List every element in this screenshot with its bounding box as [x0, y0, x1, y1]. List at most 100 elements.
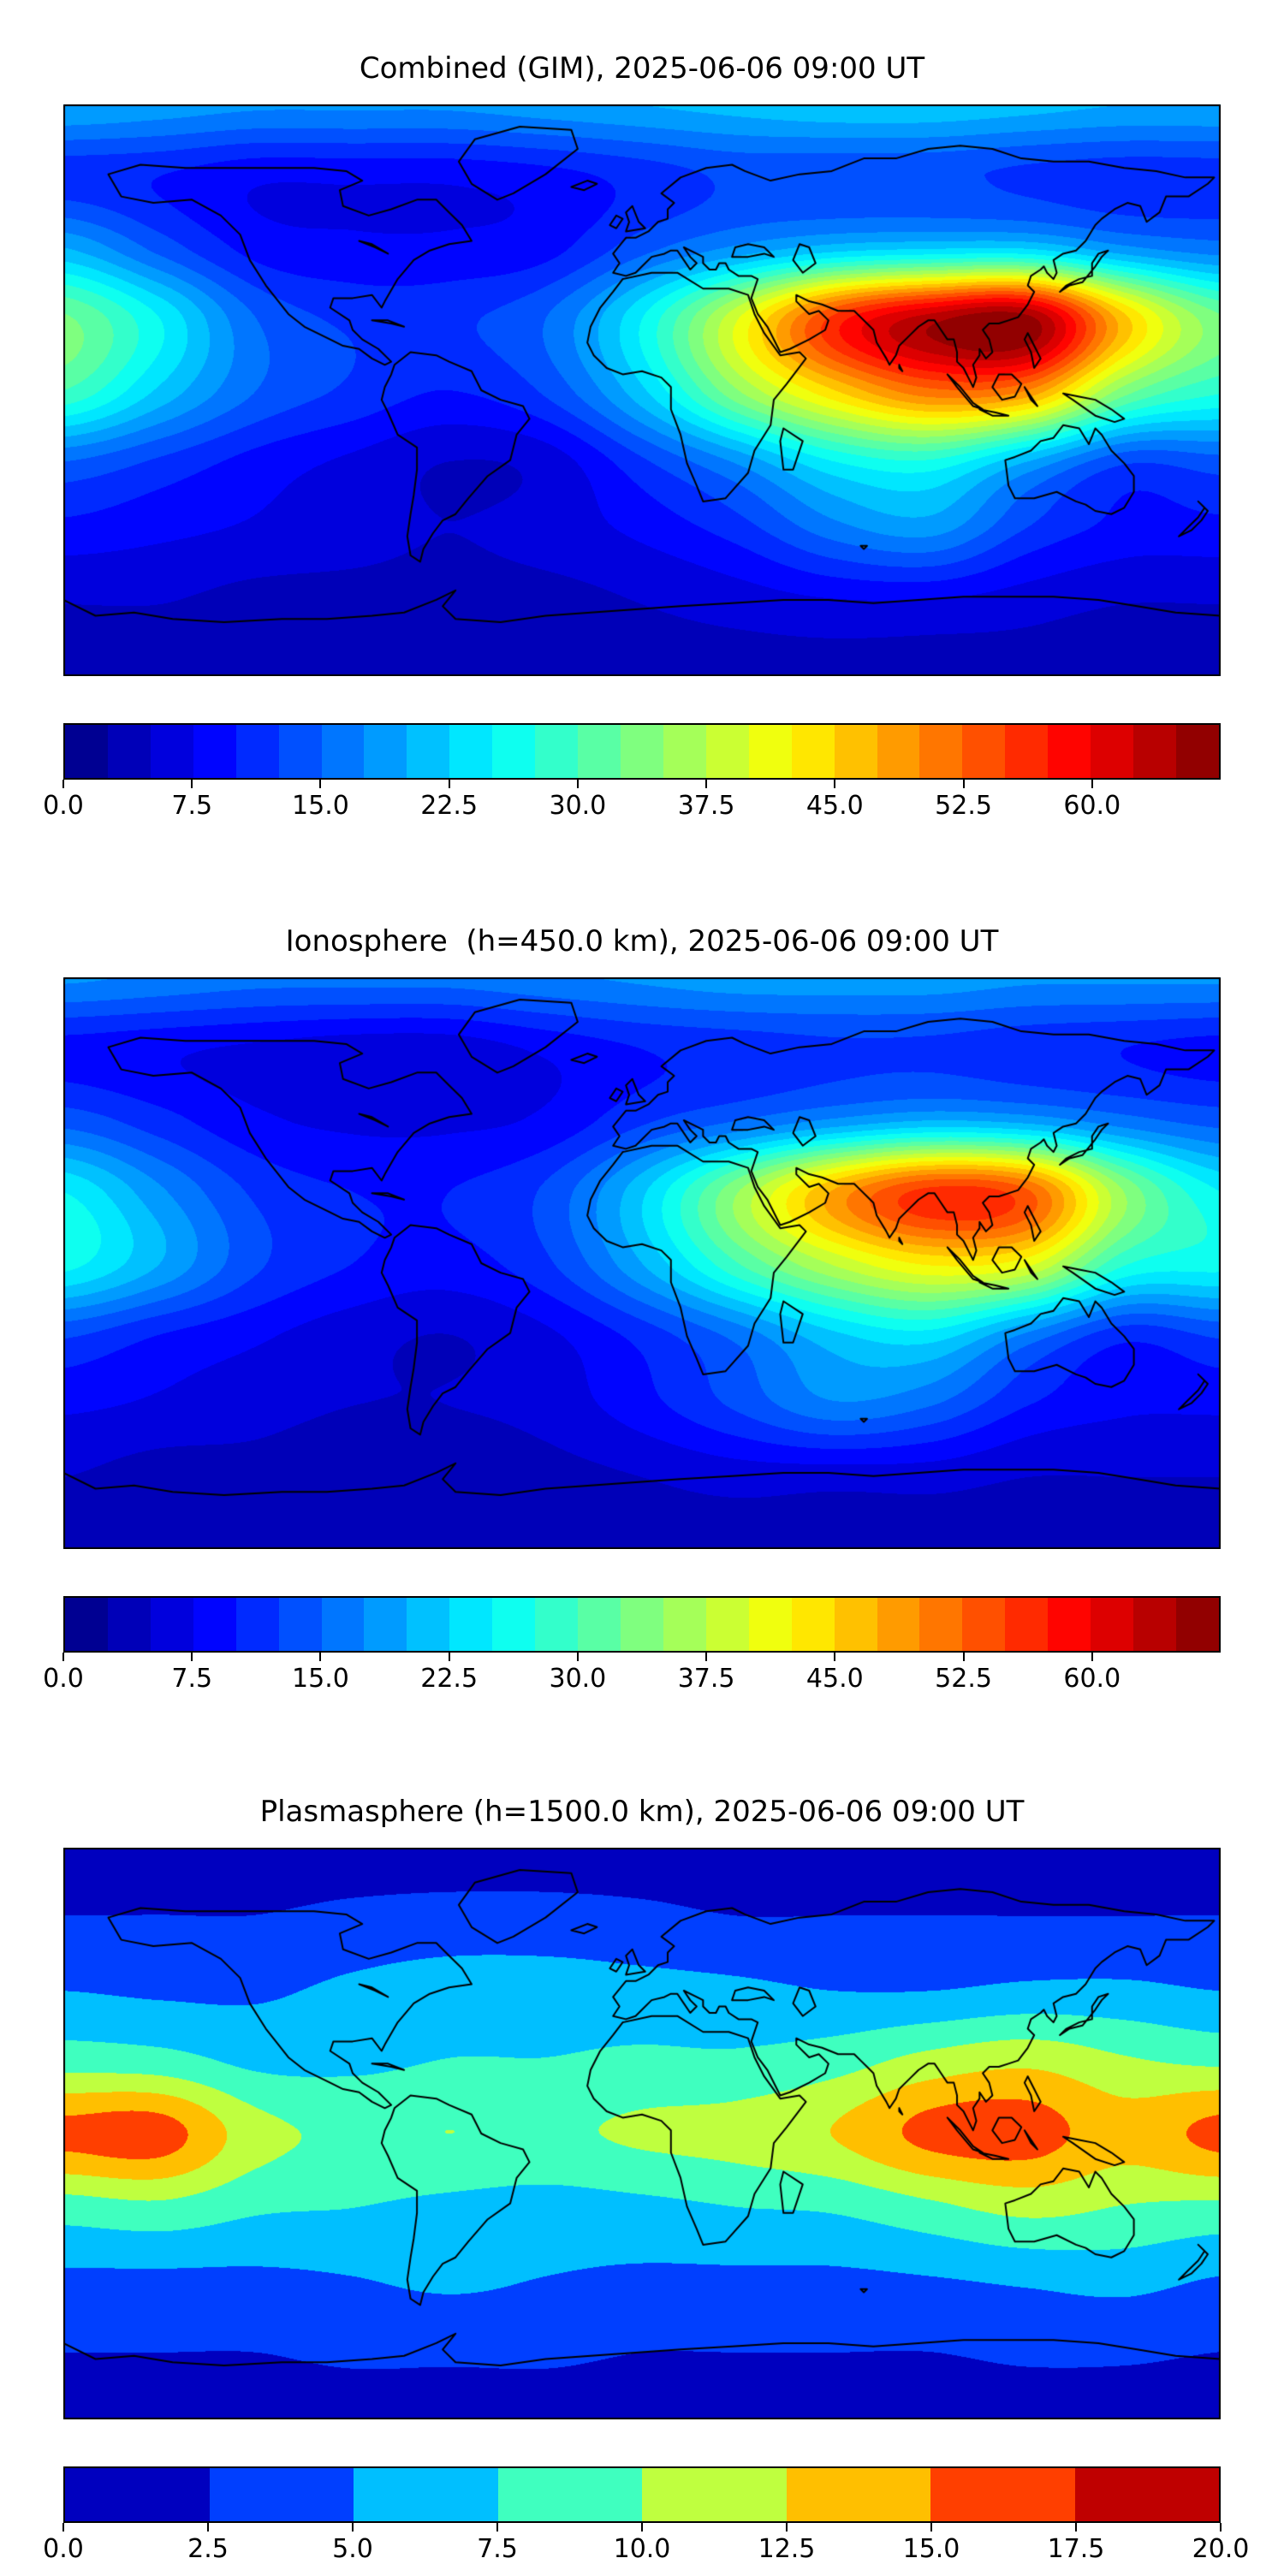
panel-title-plasmasphere: Plasmasphere (h=1500.0 km), 2025-06-06 0…	[259, 1795, 1025, 1829]
colorbar-tick-label: 20.0	[1192, 2534, 1250, 2564]
colorbar-segment	[364, 1598, 407, 1651]
colorbar-segment	[1005, 1598, 1049, 1651]
colorbar-tick	[705, 1653, 708, 1661]
colorbar-segment	[150, 1598, 193, 1651]
colorbar-segment	[1048, 1598, 1091, 1651]
colorbar-segment	[107, 1598, 151, 1651]
colorbar-segment	[962, 1598, 1006, 1651]
panel-title-ionosphere: Ionosphere (h=450.0 km), 2025-06-06 09:0…	[285, 924, 999, 959]
colorbar-segment	[278, 1598, 322, 1651]
colorbar-segment	[1175, 725, 1219, 778]
panel-combined: Combined (GIM), 2025-06-06 09:00 UT 0.0 7…	[43, 0, 1221, 833]
colorbar-tick	[576, 780, 579, 788]
colorbar-segment	[65, 2468, 210, 2521]
panel-title-combined: Combined (GIM), 2025-06-06 09:00 UT	[359, 51, 925, 86]
colorbar-tick-label: 2.5	[187, 2534, 229, 2564]
colorbar-segment	[364, 725, 407, 778]
colorbar-segment	[535, 1598, 579, 1651]
colorbar-tick	[834, 1653, 836, 1661]
colorbar-segment	[193, 1598, 236, 1651]
colorbar-tick	[1075, 2523, 1077, 2531]
colorbar-segment	[535, 725, 579, 778]
colorbar-tick-label: 17.5	[1047, 2534, 1105, 2564]
colorbar-segment	[834, 1598, 877, 1651]
colorbar-tick-label: 45.0	[805, 1664, 864, 1694]
colorbar-segment	[930, 2468, 1075, 2521]
colorbar-tick-label: 7.5	[171, 1664, 213, 1694]
panel-plasmasphere: Plasmasphere (h=1500.0 km), 2025-06-06 0…	[43, 1706, 1249, 2576]
ionosphere-tec-map-canvas	[63, 977, 1221, 1549]
colorbar-segment	[209, 2468, 354, 2521]
colorbar-tick-label: 7.5	[171, 791, 213, 821]
colorbar-tick-label: 12.5	[758, 2534, 816, 2564]
colorbar-segment	[354, 2468, 498, 2521]
colorbar-segment	[834, 725, 877, 778]
colorbar-segment	[235, 1598, 279, 1651]
colorbar-segment	[235, 725, 279, 778]
colorbar-segment	[642, 2468, 787, 2521]
colorbar-tick	[1220, 2523, 1222, 2531]
colorbar-segment	[107, 725, 151, 778]
colorbar-segment	[407, 725, 450, 778]
colorbar-tick-label: 0.0	[43, 791, 84, 821]
colorbar-segment	[578, 1598, 621, 1651]
ionosphere-colorbar	[63, 1596, 1221, 1653]
colorbar-tick-label: 60.0	[1063, 791, 1121, 821]
colorbar-segment	[620, 1598, 663, 1651]
panel-ionosphere: Ionosphere (h=450.0 km), 2025-06-06 09:0…	[43, 833, 1221, 1706]
colorbar-segment	[620, 725, 663, 778]
colorbar-segment	[278, 725, 322, 778]
colorbar-segment	[748, 1598, 792, 1651]
colorbar-segment	[919, 725, 963, 778]
colorbar-segment	[321, 1598, 365, 1651]
colorbar-tick	[834, 780, 836, 788]
colorbar-segment	[1091, 725, 1134, 778]
colorbar-segment	[407, 1598, 450, 1651]
colorbar-tick	[641, 2523, 643, 2531]
colorbar-tick-label: 7.5	[477, 2534, 518, 2564]
colorbar-segment	[65, 1598, 108, 1651]
colorbar-tick-label: 22.5	[420, 1664, 479, 1694]
colorbar-tick-label: 52.5	[935, 791, 992, 821]
colorbar-segment	[1175, 1598, 1219, 1651]
colorbar-segment	[791, 1598, 835, 1651]
plasmasphere-colorbar	[63, 2466, 1221, 2523]
combined-colorbar	[63, 723, 1221, 780]
colorbar-tick	[930, 2523, 932, 2531]
plasmasphere-tec-map-canvas	[63, 1848, 1221, 2419]
colorbar-tick	[705, 780, 708, 788]
colorbar-tick-label: 30.0	[549, 1664, 607, 1694]
colorbar-segment	[1091, 1598, 1134, 1651]
colorbar-segment	[1074, 2468, 1219, 2521]
colorbar-segment	[919, 1598, 963, 1651]
colorbar-tick-label: 5.0	[332, 2534, 373, 2564]
colorbar-segment	[1005, 725, 1049, 778]
colorbar-segment	[705, 1598, 749, 1651]
colorbar-segment	[497, 2468, 642, 2521]
colorbar-segment	[1133, 725, 1176, 778]
colorbar-tick-label: 15.0	[902, 2534, 960, 2564]
colorbar-tick-label: 10.0	[613, 2534, 671, 2564]
colorbar-segment	[578, 725, 621, 778]
colorbar-tick	[62, 1653, 64, 1661]
colorbar-tick	[62, 2523, 64, 2531]
colorbar-segment	[705, 725, 749, 778]
ionosphere-colorbar-ticks: 0.0 7.5 15.0 22.5 30.0 37.5 45.0 52.5 60.0	[43, 1653, 1221, 1706]
colorbar-tick	[1091, 1653, 1093, 1661]
colorbar-segment	[449, 725, 493, 778]
colorbar-tick-label: 37.5	[677, 1664, 735, 1694]
colorbar-segment	[791, 725, 835, 778]
colorbar-tick	[448, 1653, 450, 1661]
colorbar-tick-label: 15.0	[292, 791, 349, 821]
colorbar-tick-label: 45.0	[805, 791, 864, 821]
colorbar-tick-label: 37.5	[677, 791, 735, 821]
colorbar-segment	[962, 725, 1006, 778]
colorbar-tick	[191, 780, 193, 788]
colorbar-tick	[786, 2523, 788, 2531]
colorbar-tick-label: 30.0	[549, 791, 607, 821]
colorbar-segment	[321, 725, 365, 778]
colorbar-tick	[207, 2523, 209, 2531]
colorbar-segment	[663, 725, 706, 778]
colorbar-tick	[448, 780, 450, 788]
